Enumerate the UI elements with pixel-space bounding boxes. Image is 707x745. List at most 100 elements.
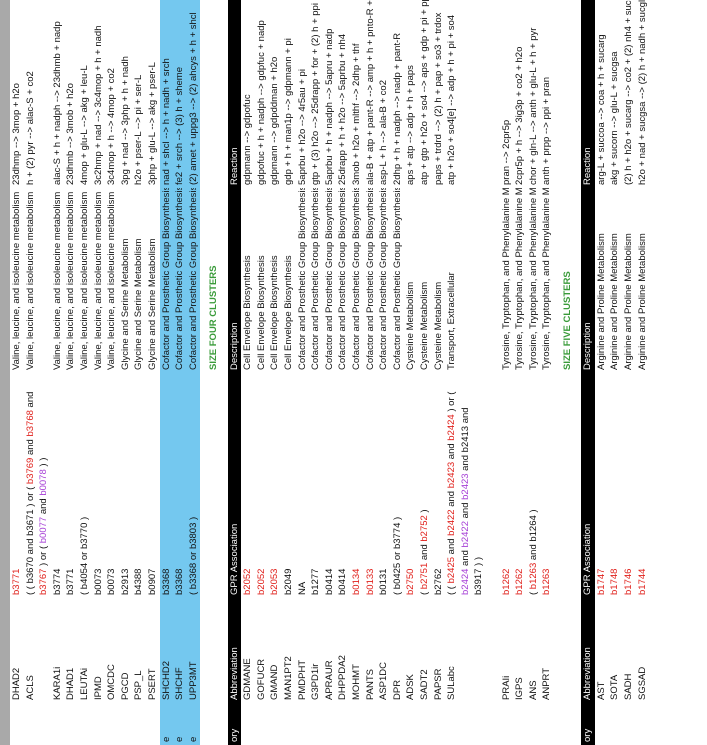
reaction-cell: 2dhp + h + nadph --> nadp + pant-R (391, 32, 403, 185)
reaction-cell: 2cpr5p + h --> 3ig3p + co2 + h2o (514, 46, 526, 185)
abbreviation-cell: DHPPDA2 (337, 655, 349, 700)
description-cell: Arginine and Proline Metabolism (623, 233, 634, 370)
reaction-cell: (2) amet + uppg3 --> (2) ahcys + h + shc… (187, 12, 199, 185)
gpr-line: b2049 (282, 373, 296, 595)
abbreviation-cell: SULabc (446, 666, 458, 700)
description-cell: Arginine and Proline Metabolism (595, 233, 607, 370)
description-cell: Tyrosine, Tryptophan, and Phenylalanine … (541, 188, 553, 370)
abbreviation-cell: UPP3MT (187, 661, 199, 700)
gene-text: ) or ( (38, 543, 50, 569)
gene-text: b1744 (636, 568, 648, 595)
gene-text: and (446, 440, 458, 462)
abbreviation-cell: PGCD (119, 672, 131, 700)
gpr-line: b2750 (404, 373, 418, 595)
category-cell: e (160, 736, 172, 742)
abbreviation-cell: MAN1PT2 (283, 656, 294, 700)
gene-text: b2762 (432, 568, 444, 595)
gene-text: b3917 ) ) (473, 556, 485, 595)
gpr-line: b2053 (268, 373, 282, 595)
description-cell: Arginine and Proline Metabolism (636, 233, 648, 370)
header-band-partial (0, 0, 10, 745)
reaction-cell: 3mob + h2o + mlthf --> 2dhp + thf (351, 43, 362, 185)
gene-text: and (38, 495, 50, 517)
abbreviation-cell: ADSK (405, 674, 417, 700)
reaction-cell: gdpmann --> gdpofuc (242, 94, 254, 185)
reaction-cell: 3php + glu-L --> akg + pser-L (147, 62, 158, 185)
gpr-line: b3771 (64, 373, 78, 595)
abbreviation-cell: OMCDC (106, 664, 118, 700)
abbreviation-cell: ANPRT (541, 667, 553, 700)
abbreviation-cell: LEUTAi (79, 667, 90, 700)
abbreviation-cell: MOHMT (351, 664, 362, 700)
gpr-line: b1748 (608, 373, 622, 595)
gene-text: b1748 (609, 568, 621, 595)
gene-text: b0414 (337, 568, 349, 595)
gpr-line: b2052 (241, 373, 255, 595)
gene-text: b1746 (623, 568, 634, 595)
gpr-line: b3917 ) ) (472, 373, 486, 595)
gpr-line: b0073 (105, 373, 119, 595)
gpr-line: b0133 (364, 373, 378, 595)
gpr-line: NA (296, 373, 310, 595)
reaction-cell: aps + atp --> adp + h + paps (405, 65, 417, 185)
description-cell: Cell Envelope Biosynthesis (242, 255, 254, 370)
reaction-cell: (2) h + h2o + sucarg --> co2 + (2) nh4 +… (623, 0, 634, 185)
description-cell: Cell Envelope Biosynthesis (269, 255, 281, 370)
description-cell: Cofactor and Prosthetic Group Biosynthes… (310, 188, 322, 370)
gene-text: b4388 (133, 568, 145, 595)
reaction-cell: gdpmann --> gdpddman + h2o (269, 56, 281, 185)
gene-text: ) ) (38, 457, 50, 470)
description-cell: Valine, leucine, and isoleucine metaboli… (106, 191, 118, 370)
reaction-cell: nad + shcl --> h + nadh + srch (160, 58, 172, 185)
abbreviation-cell: GDMANE (242, 658, 254, 700)
reaction-cell: atp + h2o + so4[e] --> adp + h + pi + so… (446, 14, 458, 185)
column-header: ory (582, 728, 594, 742)
gene-text: b2424 (459, 568, 471, 595)
reaction-cell: 5aprbu + h2o --> 4r5au + pi (296, 69, 308, 185)
reaction-cell: chor + gln-L --> anth + glu-L + h + pyr (527, 27, 539, 185)
reaction-cell: atp + gtp + h2o + so4 --> aps + gdp + pi… (419, 0, 430, 185)
gene-text: b2422 (446, 509, 458, 536)
gene-text: b3771 (11, 568, 22, 595)
gene-text: ) or ( (446, 391, 458, 415)
abbreviation-cell: ACLS (24, 675, 36, 700)
gpr-line: b3771 (10, 373, 24, 595)
column-header: Reaction (582, 147, 594, 186)
description-cell: Cofactor and Prosthetic Group Biosynthes… (174, 188, 186, 370)
gpr-line: ( b4054 or b3770 ) (78, 373, 92, 595)
abbreviation-cell: PRAIi (500, 675, 512, 700)
gene-text: b0133 (364, 568, 376, 595)
description-cell: Cell Envelope Biosynthesis (283, 255, 294, 370)
description-cell: Valine, leucine, and isoleucine metaboli… (24, 191, 36, 370)
gpr-line: b2913 (119, 373, 133, 595)
gpr-line: b3368 (160, 373, 174, 595)
abbreviation-cell: DHAD1 (65, 667, 77, 700)
gene-text: b0131 (378, 568, 390, 595)
gene-text: b2052 (242, 568, 254, 595)
description-cell: Cysteine Metabolism (432, 281, 444, 370)
reaction-cell: fe2 + srch --> (3) h + sheme (174, 66, 186, 185)
gene-text: b0073 (106, 568, 118, 595)
gpr-line: b0414 (323, 373, 337, 595)
description-cell: Tyrosine, Tryptophan, and Phenylalanine … (514, 188, 526, 370)
gene-text: b3769 (24, 457, 36, 485)
reaction-cell: 25drapp + h + h2o --> 5aprbu + nh4 (337, 33, 349, 185)
gene-text: ( b3368 or b3803 ) (187, 516, 199, 595)
reaction-cell: h2o + pser-L --> pi + ser-L (133, 74, 145, 185)
reaction-cell: h + (2) pyr --> alac-S + co2 (24, 71, 36, 185)
description-cell: Cofactor and Prosthetic Group Biosynthes… (378, 188, 390, 370)
gene-text: b2053 (269, 568, 281, 595)
gpr-line: b2762 (432, 373, 446, 595)
abbreviation-cell: APRAUR (323, 660, 335, 700)
reaction-cell: gdp + h + man1p --> gdpmann + pi (283, 38, 294, 185)
gene-text: and (459, 547, 471, 569)
description-cell: Valine, leucine, and isoleucine metaboli… (65, 191, 77, 370)
gene-text: ( b4054 or b3770 ) (79, 516, 90, 595)
column-header: Abbreviation (582, 647, 594, 700)
gene-text: b3767 (38, 568, 50, 595)
gpr-line: ( b1263 and b1264 ) (527, 373, 541, 595)
reaction-cell: gtp + (3) h2o --> 25drapp + for + (2) h … (310, 3, 322, 185)
gene-text: b2752 (419, 515, 430, 542)
description-cell: Cofactor and Prosthetic Group Biosynthes… (337, 188, 349, 370)
